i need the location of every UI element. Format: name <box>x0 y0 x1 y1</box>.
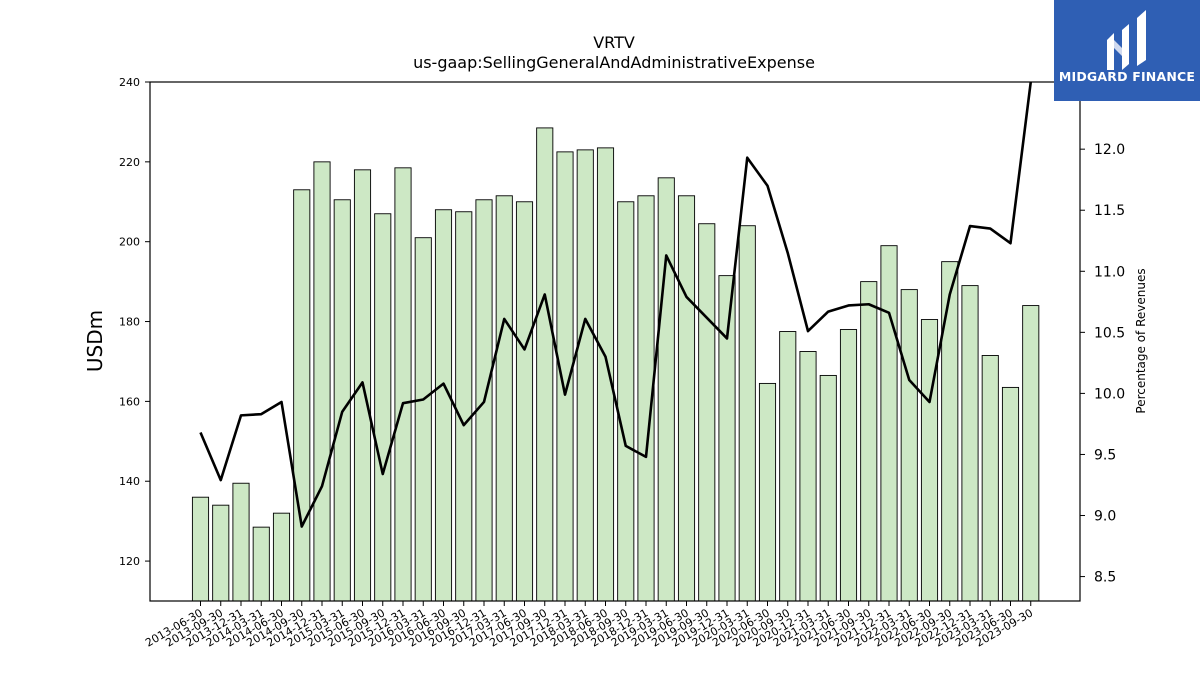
bar <box>698 223 716 602</box>
bar <box>920 319 939 602</box>
bar <box>677 195 696 602</box>
bar <box>313 161 331 602</box>
bar <box>576 149 594 602</box>
y2-tick-label: 12.0 <box>1094 142 1125 158</box>
chart-subtitle: us-gaap:SellingGeneralAndAdministrativeE… <box>413 53 815 72</box>
y-tick-label: 140 <box>119 475 140 488</box>
bar <box>272 512 291 602</box>
bar <box>961 285 979 602</box>
bar <box>839 329 858 602</box>
bar <box>981 355 999 602</box>
percentage-line <box>199 81 1033 528</box>
y-tick-label: 120 <box>119 555 140 568</box>
bar <box>900 289 918 602</box>
y-axis-right: 8.5 9.0 9.5 10.0 10.5 11.0 11.5 12.0 <box>1080 142 1125 586</box>
bar <box>414 237 432 602</box>
y2-tick-label: 10.0 <box>1094 386 1125 402</box>
logo-mark-icon <box>1107 10 1146 70</box>
y-axis-left: 120 140 160 180 200 220 240 <box>119 76 150 568</box>
bar <box>252 526 270 602</box>
bar <box>941 261 959 602</box>
bar <box>758 382 777 602</box>
bar <box>212 504 230 602</box>
bar <box>596 147 615 602</box>
x-axis: 2013-06-302013-09-302013-12-312014-03-31… <box>143 601 1035 650</box>
y2-tick-label: 9.5 <box>1094 447 1116 463</box>
bar <box>880 245 898 602</box>
bar <box>232 482 250 602</box>
bar <box>718 275 736 602</box>
bar <box>191 496 210 602</box>
logo-text: MIDGARD FINANCE <box>1058 69 1196 84</box>
bar <box>333 199 351 602</box>
bar <box>515 201 534 602</box>
y-tick-label: 220 <box>119 156 140 169</box>
y-tick-label: 240 <box>119 76 140 89</box>
plot-frame <box>149 81 1081 602</box>
y-axis-label: USDm <box>83 310 107 372</box>
bar <box>738 225 756 602</box>
bar <box>1001 386 1020 602</box>
brand-logo: MIDGARD FINANCE <box>1054 0 1200 101</box>
y-tick-label: 180 <box>119 316 140 329</box>
bar <box>779 331 797 602</box>
chart-title: VRTV <box>593 33 635 52</box>
bar <box>293 189 311 602</box>
bar <box>536 127 554 602</box>
bar <box>1022 305 1040 602</box>
y2-tick-label: 8.5 <box>1094 570 1116 586</box>
bar <box>860 281 878 602</box>
bar <box>434 209 453 602</box>
bar <box>374 213 392 602</box>
y2-tick-label: 11.5 <box>1094 203 1125 219</box>
y2-tick-label: 10.5 <box>1094 325 1125 341</box>
bar <box>394 167 412 602</box>
y-tick-label: 160 <box>119 395 140 408</box>
y2-tick-label: 11.0 <box>1094 264 1125 280</box>
bars-layer <box>191 127 1040 602</box>
bar <box>657 177 675 602</box>
y2-axis-label: Percentage of Revenues <box>1134 268 1148 413</box>
y2-tick-label: 9.0 <box>1094 509 1116 525</box>
bar <box>819 374 837 602</box>
bar <box>455 211 473 602</box>
bar <box>799 351 817 602</box>
bar <box>495 195 513 602</box>
y-tick-label: 200 <box>119 236 140 249</box>
bar <box>617 201 635 602</box>
